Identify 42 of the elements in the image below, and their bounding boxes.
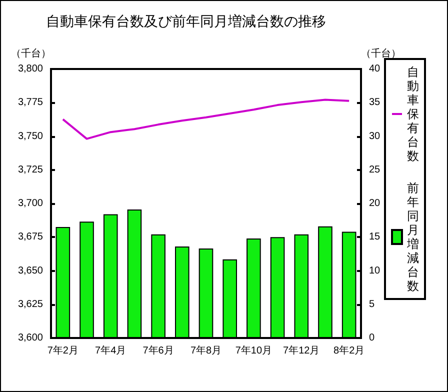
y-tick-label: 3,625: [18, 298, 44, 310]
bar: [175, 246, 190, 338]
bar: [80, 222, 94, 338]
x-tick-label: 7年4月: [95, 344, 126, 356]
y2-tick-label: 40: [369, 64, 381, 74]
y2-axis-title: （千台）: [361, 48, 401, 60]
y-tick-label: 3,675: [18, 232, 44, 243]
x-tick-label: 7年2月: [47, 344, 78, 356]
bar: [222, 259, 237, 338]
bar: [198, 248, 214, 338]
y-tick-label: 3,775: [18, 97, 44, 108]
x-tick-label: 7年6月: [142, 344, 174, 356]
y2-tick-label: 0: [369, 332, 375, 344]
chart-title: 自動車保有台数及び前年同月増減台数の推移: [46, 13, 326, 29]
legend-label: 自動車保有台数: [407, 65, 419, 163]
bar: [246, 238, 261, 338]
y2-tick-label: 5: [369, 298, 375, 310]
y-tick-label: 3,600: [18, 332, 44, 344]
x-tick-label: 8年2月: [334, 344, 365, 356]
y-axis-title: （千台）: [11, 48, 51, 60]
y2-tick-label: 15: [369, 232, 381, 243]
x-tick-label: 7年10月: [235, 344, 272, 356]
y-tick-label: 3,750: [18, 130, 44, 142]
x-tick-label: 7年8月: [190, 344, 222, 356]
y2-tick-label: 35: [369, 97, 381, 108]
y2-tick-label: 30: [369, 130, 381, 142]
y2-tick-label: 10: [369, 265, 381, 276]
bar: [270, 237, 285, 338]
line-series: [62, 98, 350, 140]
y-tick-label: 3,650: [18, 265, 44, 276]
bar: [294, 234, 309, 338]
y-tick-label: 3,725: [18, 164, 44, 176]
legend-label: 前年同月増減台数: [406, 181, 419, 293]
y2-tick-label: 20: [369, 198, 381, 209]
bar: [127, 210, 142, 338]
bar: [151, 234, 166, 338]
bar: [103, 214, 118, 338]
y-tick-label: 3,800: [18, 64, 44, 74]
bar: [318, 226, 332, 338]
x-tick-label: 7年12月: [283, 344, 320, 356]
y-tick-label: 3,700: [18, 198, 44, 209]
y2-tick-label: 25: [369, 164, 381, 176]
